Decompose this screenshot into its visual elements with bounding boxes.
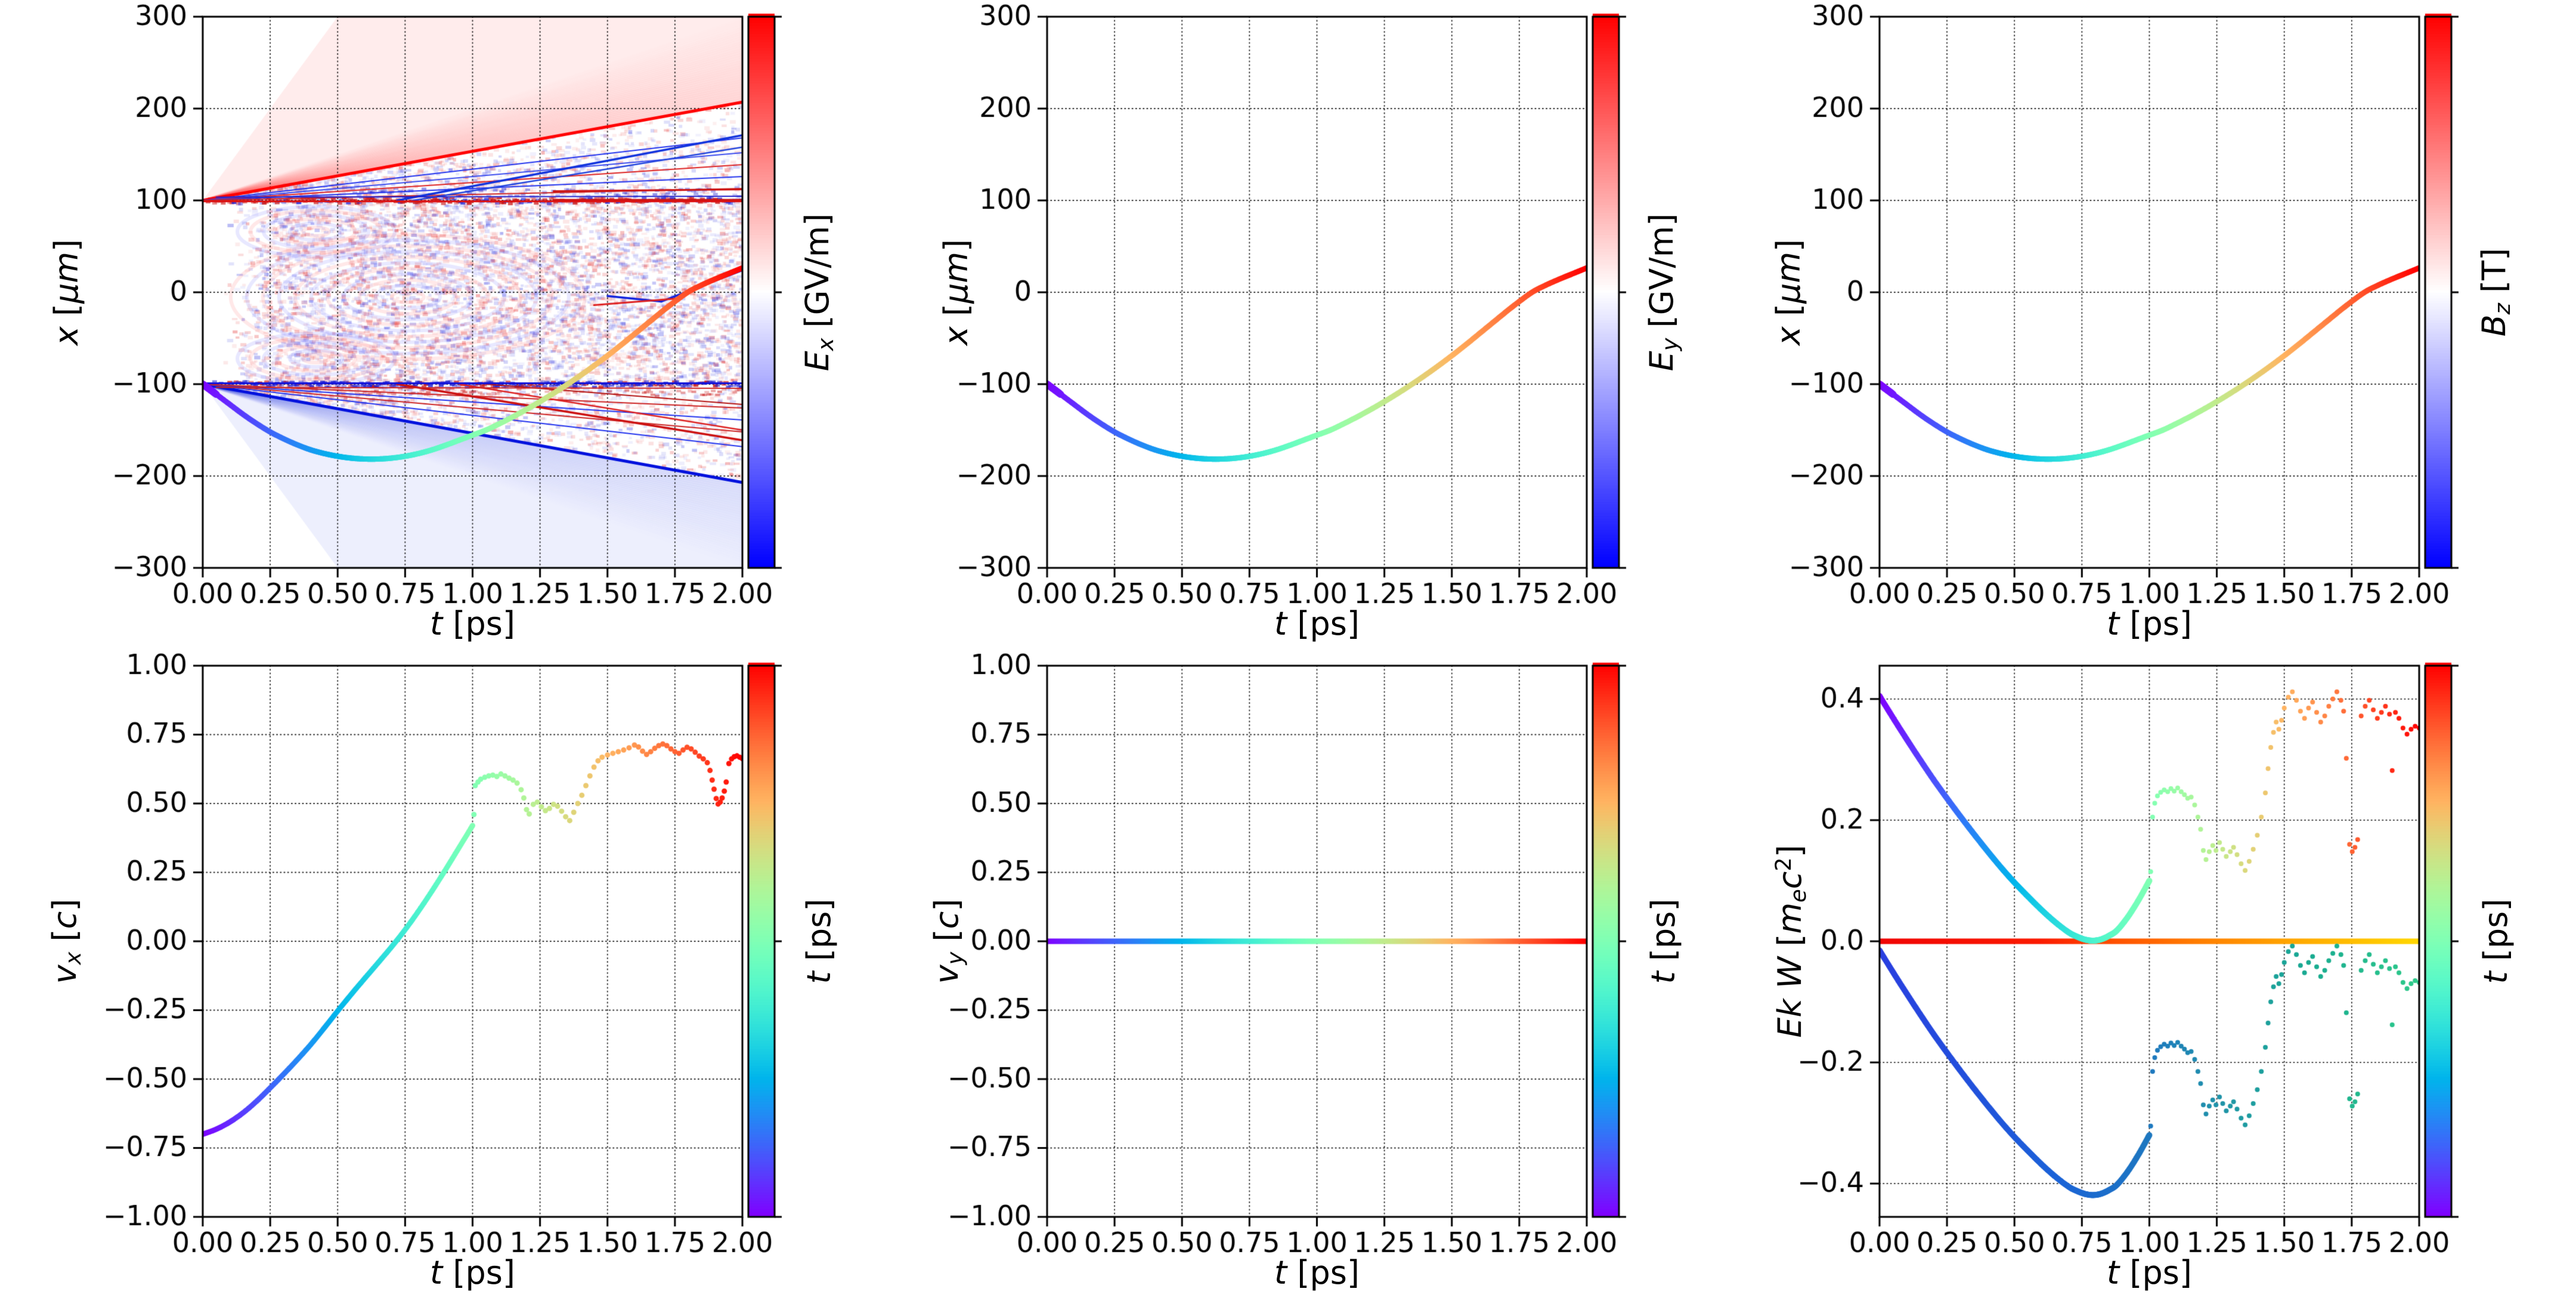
subplot-vx-t: vx [c] t [ps] t [ps] — [0, 649, 859, 1298]
x-axis-label: t [ps] — [2107, 1254, 2192, 1291]
plot-canvas-vx — [0, 649, 859, 1298]
plot-canvas-ekw — [1717, 649, 2576, 1298]
colorbar-label: Ex [GV/m] — [798, 213, 839, 372]
colorbar-label: t [ps] — [2477, 898, 2515, 984]
colorbar-label: t [ps] — [1645, 898, 1682, 984]
plot-canvas-ey — [859, 0, 1717, 649]
x-axis-label: t [ps] — [1274, 1254, 1360, 1291]
y-axis-label: vx [c] — [46, 898, 86, 984]
plot-canvas-ex-field — [0, 0, 859, 649]
colorbar-label: Bz [T] — [2475, 248, 2516, 337]
y-axis-label: vy [c] — [928, 898, 968, 984]
y-axis-label: x [μm] — [937, 239, 975, 346]
x-axis-label: t [ps] — [430, 605, 515, 642]
subplot-ek-w-t: Ek W [mec2] t [ps] t [ps] — [1717, 649, 2576, 1298]
subplot-x-t-ey: x [μm] t [ps] Ey [GV/m] — [859, 0, 1717, 649]
subplot-x-t-ex-field: x [μm] t [ps] Ex [GV/m] — [0, 0, 859, 649]
x-axis-label: t [ps] — [430, 1254, 515, 1291]
subplot-x-t-bz: x [μm] t [ps] Bz [T] — [1717, 0, 2576, 649]
x-axis-label: t [ps] — [2107, 605, 2192, 642]
subplot-vy-t: vy [c] t [ps] t [ps] — [859, 649, 1717, 1298]
y-axis-label: x [μm] — [48, 239, 85, 346]
y-axis-label: x [μm] — [1770, 239, 1807, 346]
x-axis-label: t [ps] — [1274, 605, 1360, 642]
y-axis-label: Ek W [mec2] — [1770, 845, 1812, 1038]
plot-canvas-bz — [1717, 0, 2576, 649]
plot-canvas-vy — [859, 649, 1717, 1298]
colorbar-label: t [ps] — [800, 898, 838, 984]
colorbar-label: Ey [GV/m] — [1643, 213, 1683, 372]
